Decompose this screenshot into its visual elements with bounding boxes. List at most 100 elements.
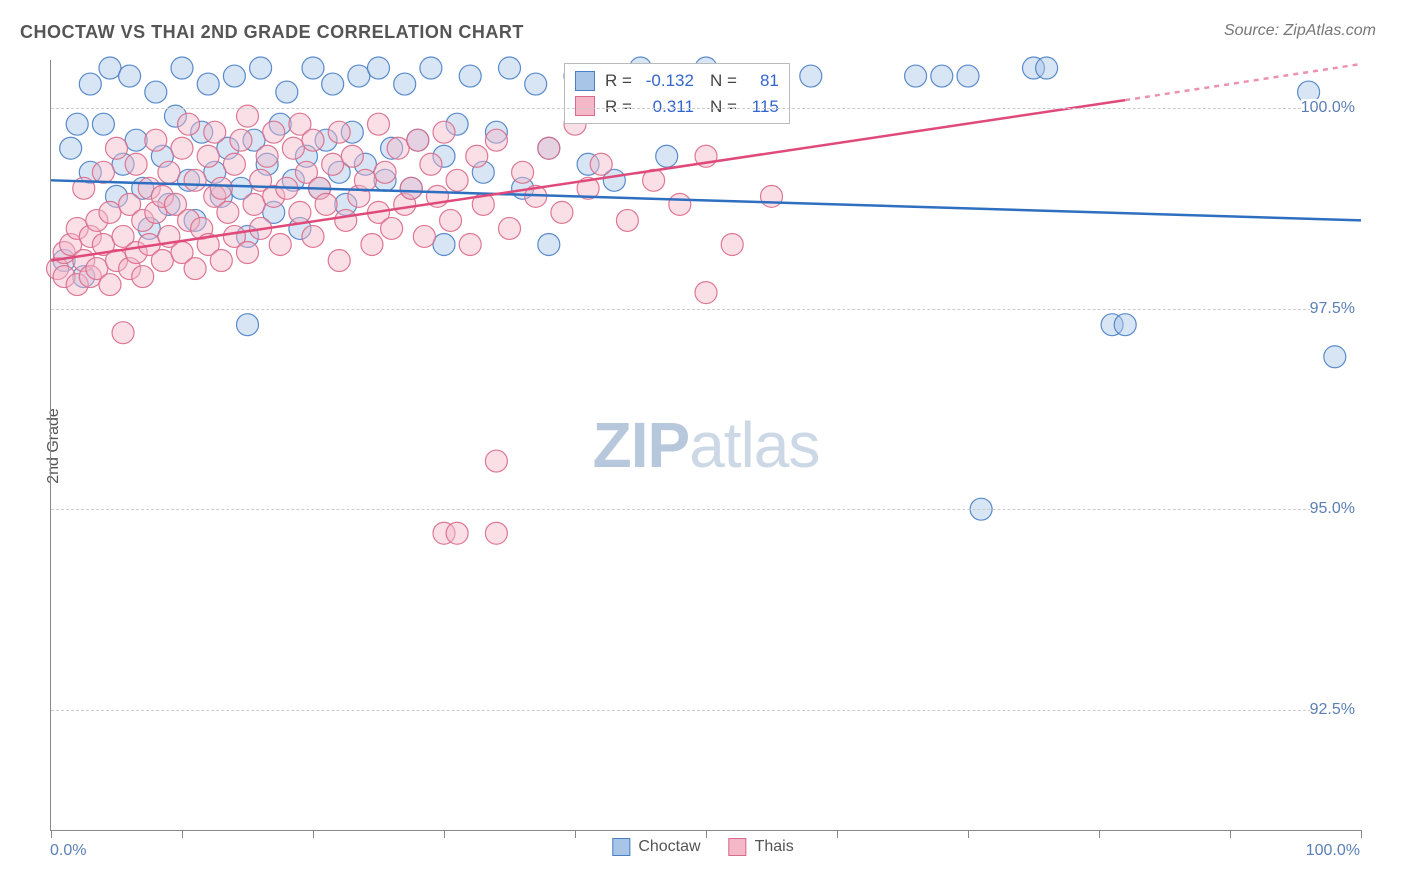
scatter-point (223, 65, 245, 87)
scatter-point (368, 113, 390, 135)
scatter-point (197, 73, 219, 95)
chart-title: CHOCTAW VS THAI 2ND GRADE CORRELATION CH… (20, 22, 524, 43)
scatter-point (145, 81, 167, 103)
scatter-point (420, 57, 442, 79)
y-tick-label: 95.0% (1310, 500, 1361, 518)
scatter-point (407, 129, 429, 151)
scatter-point (616, 209, 638, 231)
scatter-point (761, 185, 783, 207)
scatter-point (341, 145, 363, 167)
gridline (51, 509, 1361, 510)
x-tick-mark (182, 830, 183, 838)
scatter-point (99, 57, 121, 79)
scatter-point (1114, 314, 1136, 336)
scatter-point (263, 121, 285, 143)
stats-row: R =-0.132N =81 (575, 68, 779, 94)
scatter-point (368, 57, 390, 79)
scatter-point (538, 233, 560, 255)
chart-container: CHOCTAW VS THAI 2ND GRADE CORRELATION CH… (0, 0, 1406, 892)
legend-label: Thais (755, 838, 794, 856)
source-label: Source: ZipAtlas.com (1224, 22, 1376, 40)
scatter-point (400, 177, 422, 199)
scatter-point (125, 129, 147, 151)
legend-swatch (729, 838, 747, 856)
scatter-point (387, 137, 409, 159)
x-axis-max-label: 100.0% (1306, 842, 1360, 860)
scatter-point (125, 153, 147, 175)
scatter-point (282, 137, 304, 159)
gridline (51, 309, 1361, 310)
r-label: R = (605, 68, 632, 94)
scatter-point (446, 169, 468, 191)
trend-line-extrapolated (1125, 64, 1361, 100)
scatter-point (302, 57, 324, 79)
r-value: 0.311 (638, 94, 694, 120)
gridline (51, 710, 1361, 711)
scatter-point (381, 217, 403, 239)
scatter-point (800, 65, 822, 87)
scatter-point (315, 193, 337, 215)
scatter-point (1036, 57, 1058, 79)
scatter-point (171, 137, 193, 159)
legend-label: Choctaw (638, 838, 700, 856)
scatter-point (348, 65, 370, 87)
scatter-point (276, 81, 298, 103)
y-tick-label: 100.0% (1301, 99, 1361, 117)
scatter-point (269, 233, 291, 255)
scatter-point (237, 314, 259, 336)
scatter-point (204, 121, 226, 143)
legend-item: Thais (729, 838, 794, 856)
scatter-point (171, 57, 193, 79)
scatter-point (243, 193, 265, 215)
scatter-point (669, 193, 691, 215)
scatter-point (446, 522, 468, 544)
x-tick-mark (313, 830, 314, 838)
scatter-point (230, 129, 252, 151)
scatter-point (485, 450, 507, 472)
scatter-point (328, 121, 350, 143)
scatter-point (433, 233, 455, 255)
bottom-legend: Choctaw Thais (612, 838, 793, 856)
scatter-point (79, 73, 101, 95)
x-tick-mark (1099, 830, 1100, 838)
scatter-point (210, 177, 232, 199)
x-tick-mark (444, 830, 445, 838)
scatter-point (656, 145, 678, 167)
scatter-point (217, 201, 239, 223)
scatter-point (328, 250, 350, 272)
scatter-point (374, 161, 396, 183)
scatter-point (99, 201, 121, 223)
scatter-point (459, 233, 481, 255)
stats-legend-box: R =-0.132N =81R =0.311N =115 (564, 63, 790, 124)
y-tick-label: 92.5% (1310, 701, 1361, 719)
scatter-point (99, 274, 121, 296)
scatter-point (459, 65, 481, 87)
scatter-point (256, 145, 278, 167)
scatter-point (931, 65, 953, 87)
scatter-point (538, 137, 560, 159)
r-label: R = (605, 94, 632, 120)
x-tick-mark (575, 830, 576, 838)
scatter-point (413, 225, 435, 247)
scatter-point (92, 113, 114, 135)
scatter-point (466, 145, 488, 167)
scatter-point (302, 225, 324, 247)
scatter-point (289, 201, 311, 223)
scatter-point (197, 145, 219, 167)
scatter-point (178, 113, 200, 135)
scatter-point (440, 209, 462, 231)
scatter-point (322, 73, 344, 95)
scatter-point (112, 322, 134, 344)
y-tick-label: 97.5% (1310, 300, 1361, 318)
x-axis-min-label: 0.0% (50, 842, 86, 860)
scatter-point (210, 250, 232, 272)
scatter-point (1324, 346, 1346, 368)
scatter-point (184, 169, 206, 191)
plot-area: ZIPatlas R =-0.132N =81R =0.311N =115 10… (50, 60, 1361, 831)
scatter-point (66, 113, 88, 135)
n-label: N = (710, 94, 737, 120)
scatter-point (322, 153, 344, 175)
legend-swatch (575, 71, 595, 91)
scatter-point (361, 233, 383, 255)
x-tick-mark (968, 830, 969, 838)
